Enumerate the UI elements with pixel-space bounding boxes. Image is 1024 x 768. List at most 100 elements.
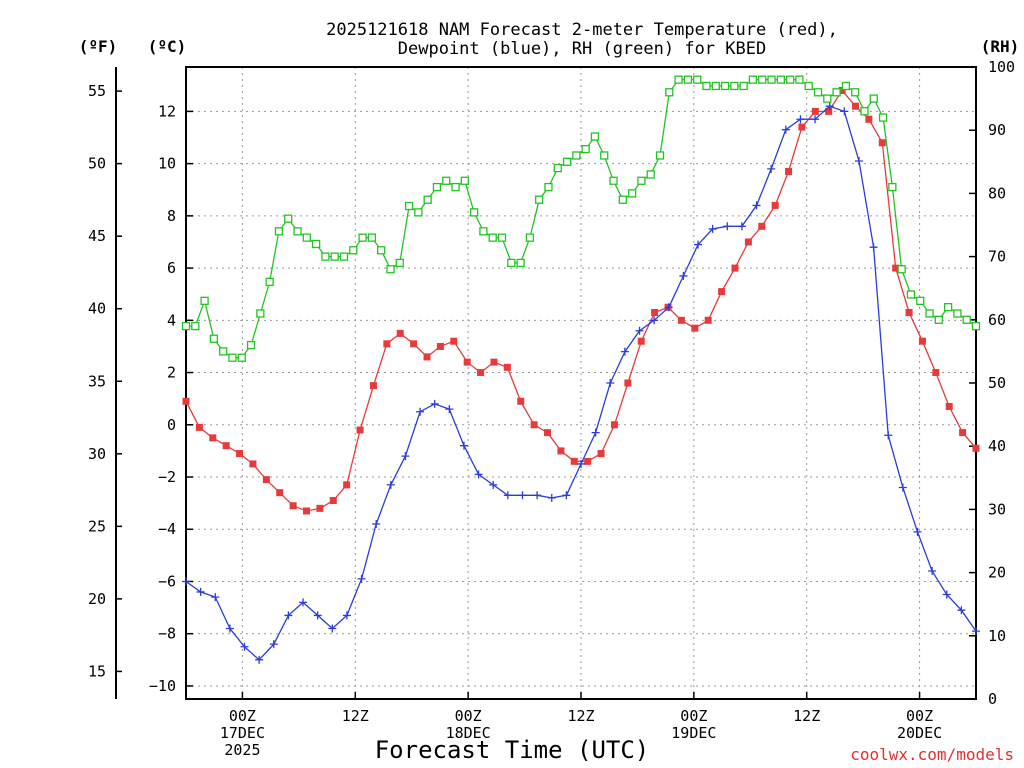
data-point (557, 447, 565, 455)
chart-title: 2025121618 NAM Forecast 2-meter Temperat… (326, 20, 838, 40)
series-rh (181, 75, 981, 362)
data-point (838, 87, 846, 95)
data-point (635, 326, 644, 335)
fahrenheit-tick-label: 55 (88, 82, 106, 100)
data-point (781, 125, 790, 134)
data-point (256, 309, 265, 318)
data-point (744, 238, 752, 246)
data-point (581, 145, 590, 154)
data-point (737, 222, 746, 231)
data-point (237, 353, 246, 362)
data-point (785, 75, 795, 84)
data-point (905, 308, 913, 316)
data-point (299, 598, 308, 607)
data-point (840, 107, 849, 116)
data-point (767, 164, 776, 173)
rh-ticks: 0 10 20 30 40 50 60 70 80 90 100 (969, 58, 1015, 708)
data-point (265, 277, 274, 287)
data-point (646, 170, 655, 179)
fahrenheit-tick-label: 40 (88, 300, 106, 318)
data-point (945, 403, 953, 411)
data-point (369, 382, 377, 390)
data-point (490, 358, 498, 366)
data-point (776, 75, 785, 84)
data-point (823, 94, 832, 103)
data-point (416, 407, 425, 416)
data-point (865, 115, 873, 123)
data-point (620, 347, 629, 356)
rh-tick-label: 30 (988, 500, 1006, 518)
data-point (959, 429, 967, 437)
data-point (311, 239, 321, 249)
fahrenheit-tick-label: 50 (88, 155, 106, 173)
data-point (590, 132, 600, 141)
data-point (436, 342, 444, 350)
data-point (627, 189, 637, 198)
data-point (665, 88, 674, 97)
data-point (383, 340, 391, 348)
data-point (442, 176, 451, 185)
data-point (330, 252, 339, 261)
data-point (918, 337, 926, 345)
data-point (758, 222, 766, 230)
rh-tick-label: 0 (988, 690, 997, 708)
data-point (898, 483, 907, 492)
data-point (825, 107, 833, 115)
data-point (711, 81, 720, 91)
data-point (293, 227, 302, 236)
data-point (942, 590, 951, 599)
data-point (813, 88, 823, 97)
data-point (339, 252, 349, 261)
series-line (185, 105, 977, 661)
rh-tick-label: 50 (988, 374, 1006, 392)
data-point (195, 423, 203, 431)
fahrenheit-tick-label: 15 (88, 662, 106, 680)
fahrenheit-tick-label: 35 (88, 372, 106, 390)
series-line (185, 89, 977, 512)
data-point (329, 497, 337, 505)
data-point (798, 123, 806, 131)
data-point (674, 75, 683, 84)
data-point (972, 444, 980, 452)
data-point (767, 75, 776, 84)
data-point (530, 421, 538, 429)
data-point (752, 201, 761, 210)
data-point (704, 316, 712, 324)
data-point (302, 233, 311, 242)
data-point (249, 460, 257, 468)
data-point (637, 337, 645, 345)
fahrenheit-tick-label: 45 (88, 227, 106, 245)
data-point (219, 347, 228, 356)
data-point (274, 227, 284, 236)
data-point (650, 316, 659, 325)
data-point (396, 329, 404, 337)
credit-label: coolwx.com/models (850, 745, 1014, 764)
fahrenheit-tick-label: 20 (88, 590, 106, 608)
celsius-tick-label: 2 (167, 364, 176, 382)
data-point (544, 182, 553, 192)
celsius-tick-label: 10 (158, 155, 176, 173)
celsius-tick-label: 12 (158, 102, 176, 120)
data-point (600, 151, 609, 160)
data-point (925, 309, 934, 318)
data-point (423, 195, 432, 204)
data-point (888, 182, 897, 192)
data-point (878, 113, 888, 122)
data-point (785, 167, 793, 175)
time-tick-label: 12Z (793, 707, 820, 725)
data-point (349, 246, 358, 255)
data-point (655, 151, 665, 160)
time-tick-label: 2025 (224, 741, 260, 759)
data-point (222, 442, 230, 450)
data-point (683, 75, 693, 84)
data-point (869, 243, 878, 252)
data-point (410, 340, 418, 348)
data-point (445, 405, 454, 414)
data-point (928, 567, 937, 576)
time-tick-label: 18DEC (446, 724, 491, 742)
series-layer (181, 75, 981, 664)
data-point (358, 233, 367, 242)
data-point (916, 296, 925, 305)
data-point (503, 491, 512, 500)
